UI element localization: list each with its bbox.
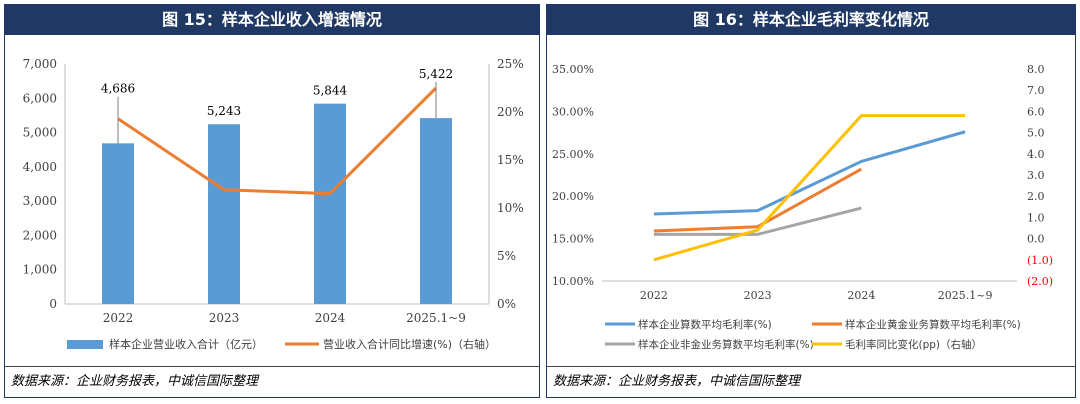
y2-tick-label: 5.0 xyxy=(1027,127,1045,140)
y2-tick-label: 0.0 xyxy=(1027,233,1045,246)
growth-line xyxy=(117,86,438,196)
y2-tick-label: 3.0 xyxy=(1027,169,1045,182)
bar-data-label: 5,243 xyxy=(207,104,241,118)
y2-tick-label: (2.0) xyxy=(1027,275,1053,288)
y2-tick-label: 10% xyxy=(497,201,524,215)
bar-data-label: 5,844 xyxy=(313,84,348,98)
legend-swatch-bar xyxy=(67,340,103,349)
y2-tick-label: 2.0 xyxy=(1027,190,1045,203)
y-tick-label: 2,000 xyxy=(23,228,57,242)
legend-label: 样本企业营业收入合计（亿元） xyxy=(109,337,263,351)
y-tick-label: 1,000 xyxy=(23,263,57,277)
y-tick-label: 15.00% xyxy=(552,233,594,246)
series-line-3 xyxy=(653,114,966,262)
x-tick-label: 2024 xyxy=(847,289,875,302)
y2-tick-label: 7.0 xyxy=(1027,84,1045,97)
chart-title: 图 16：样本企业毛利率变化情况 xyxy=(547,5,1075,35)
source-note: 数据来源：企业财务报表，中诚信国际整理 xyxy=(547,366,1075,397)
y2-tick-label: 20% xyxy=(497,105,524,119)
bar xyxy=(420,118,452,304)
y-tick-label: 4,000 xyxy=(23,160,57,174)
legend-label: 营业收入合计同比增速(%)（右轴） xyxy=(323,337,496,351)
chart-area: 10.00% 15.00% 20.00% 25.00% 30.00% 35.00% (2.0… xyxy=(547,36,1075,366)
y2-tick-label: 15% xyxy=(497,153,524,167)
bar xyxy=(314,103,346,305)
source-note: 数据来源：企业财务报表，中诚信国际整理 xyxy=(5,366,539,397)
legend-label: 样本企业算数平均毛利率(%) xyxy=(638,318,772,331)
series-line-1 xyxy=(653,167,863,233)
y-tick-label: 20.00% xyxy=(552,190,594,203)
y-tick-label: 7,000 xyxy=(23,57,57,71)
x-tick-label: 2023 xyxy=(209,311,240,325)
chart-title: 图 15：样本企业收入增速情况 xyxy=(5,5,539,35)
chart-panel-revenue: 图 15：样本企业收入增速情况 0 1,000 2,000 3,000 4,000 5,0… xyxy=(4,4,540,398)
y-tick-label: 0 xyxy=(49,297,57,311)
y-tick-label: 25.00% xyxy=(552,148,594,161)
legend-label: 样本企业黄金业务算数平均毛利率(%) xyxy=(845,318,1021,331)
x-tick-label: 2023 xyxy=(744,289,772,302)
margin-chart: 10.00% 15.00% 20.00% 25.00% 30.00% 35.00% (2.0… xyxy=(552,63,1053,351)
y-tick-label: 35.00% xyxy=(552,63,594,76)
y2-tick-label: 5% xyxy=(497,249,516,263)
y-tick-label: 3,000 xyxy=(23,194,57,208)
y2-tick-label: 25% xyxy=(497,57,524,71)
series-line-2 xyxy=(653,206,862,236)
x-tick-label: 2022 xyxy=(640,289,668,302)
bar xyxy=(102,143,134,304)
x-tick-label: 2022 xyxy=(103,311,134,325)
y2-tick-label: 6.0 xyxy=(1027,105,1045,118)
bar xyxy=(208,124,240,305)
chart-panel-margin: 图 16：样本企业毛利率变化情况 10.00% 15.00% 20.00% 25.00… xyxy=(546,4,1076,398)
y2-tick-label: 0% xyxy=(497,297,516,311)
y2-tick-label: (1.0) xyxy=(1027,254,1053,267)
y-tick-label: 6,000 xyxy=(23,91,57,105)
bar-data-label: 4,686 xyxy=(101,82,135,96)
legend-label: 毛利率同比变化(pp)（右轴） xyxy=(845,338,982,351)
x-tick-label: 2025.1~9 xyxy=(938,289,993,302)
y-tick-label: 5,000 xyxy=(23,126,57,140)
x-tick-label: 2025.1~9 xyxy=(406,311,466,325)
revenue-chart: 0 1,000 2,000 3,000 4,000 5,000 6,000 7,000 0% 5%… xyxy=(23,57,524,351)
y2-tick-label: 1.0 xyxy=(1027,211,1045,224)
y-tick-label: 10.00% xyxy=(552,275,594,288)
y2-tick-label: 4.0 xyxy=(1027,148,1045,161)
series-line-0 xyxy=(653,130,966,216)
legend-label: 样本企业非金业务算数平均毛利率(%) xyxy=(638,338,814,351)
x-tick-label: 2024 xyxy=(315,311,346,325)
y2-tick-label: 8.0 xyxy=(1027,63,1045,76)
chart-area: 0 1,000 2,000 3,000 4,000 5,000 6,000 7,000 0% 5%… xyxy=(5,36,539,366)
bar-data-label: 5,422 xyxy=(419,67,453,81)
y-tick-label: 30.00% xyxy=(552,105,594,118)
